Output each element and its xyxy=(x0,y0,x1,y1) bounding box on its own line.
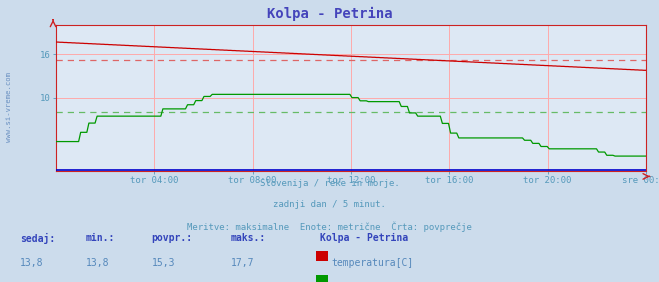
Text: Kolpa - Petrina: Kolpa - Petrina xyxy=(320,233,408,243)
Text: Kolpa - Petrina: Kolpa - Petrina xyxy=(267,7,392,21)
Text: www.si-vreme.com: www.si-vreme.com xyxy=(5,72,12,142)
Text: povpr.:: povpr.: xyxy=(152,233,192,243)
Text: zadnji dan / 5 minut.: zadnji dan / 5 minut. xyxy=(273,200,386,209)
Text: temperatura[C]: temperatura[C] xyxy=(331,258,414,268)
Text: Slovenija / reke in morje.: Slovenija / reke in morje. xyxy=(260,179,399,188)
Text: 15,3: 15,3 xyxy=(152,258,175,268)
Text: 17,7: 17,7 xyxy=(231,258,254,268)
Text: sedaj:: sedaj: xyxy=(20,233,55,244)
Text: maks.:: maks.: xyxy=(231,233,266,243)
Text: Meritve: maksimalne  Enote: metrične  Črta: povprečje: Meritve: maksimalne Enote: metrične Črta… xyxy=(187,221,472,232)
Text: min.:: min.: xyxy=(86,233,115,243)
Text: 13,8: 13,8 xyxy=(20,258,43,268)
Text: 13,8: 13,8 xyxy=(86,258,109,268)
